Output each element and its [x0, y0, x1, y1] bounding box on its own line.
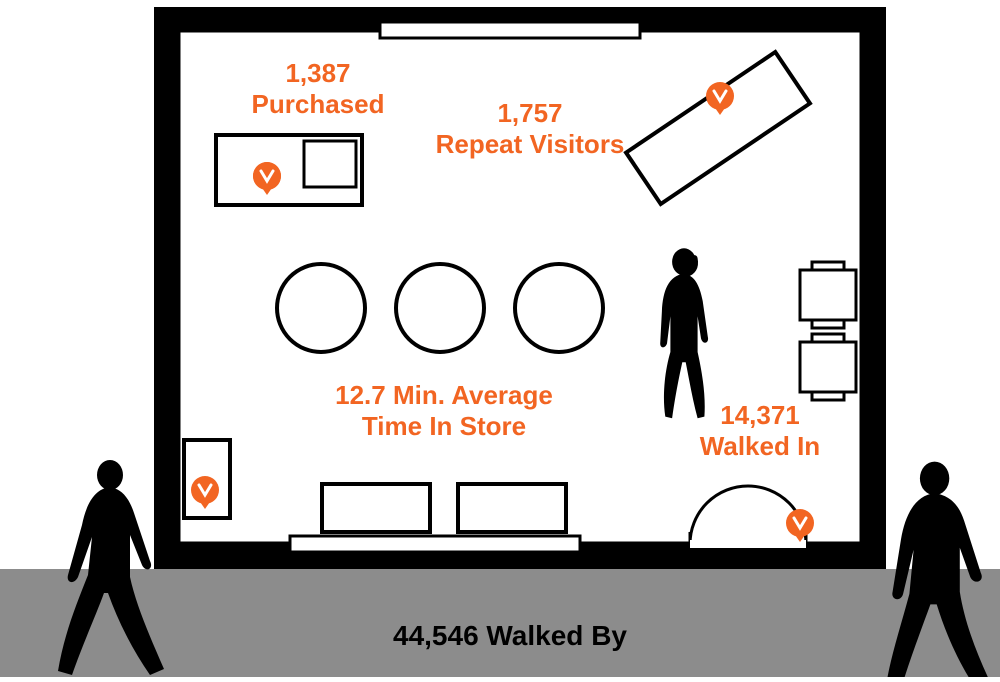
metric-purchased-value: 1,387 — [218, 58, 418, 89]
metric-repeat-value: 1,757 — [410, 98, 650, 129]
metric-dwell-value: 12.7 Min. Average — [284, 380, 604, 411]
metric-walked-by-value: 44,546 — [393, 620, 479, 651]
metric-purchased: 1,387 Purchased — [218, 58, 418, 120]
metric-walked-in-label: Walked In — [660, 431, 860, 462]
metric-walked-by-label: Walked By — [486, 620, 627, 651]
metric-walked-in-value: 14,371 — [660, 400, 860, 431]
metric-repeat-label: Repeat Visitors — [410, 129, 650, 160]
building-notch — [886, 198, 1000, 260]
bottom-window — [290, 536, 580, 552]
metric-repeat: 1,757 Repeat Visitors — [410, 98, 650, 160]
metric-purchased-label: Purchased — [218, 89, 418, 120]
top-window — [380, 22, 640, 38]
door-gap — [690, 540, 806, 548]
metric-walked-in: 14,371 Walked In — [660, 400, 860, 462]
metric-dwell: 12.7 Min. Average Time In Store — [284, 380, 604, 442]
infographic-canvas: 1,387 Purchased 1,757 Repeat Visitors 12… — [0, 0, 1000, 677]
metric-dwell-label: Time In Store — [284, 411, 604, 442]
metric-walked-by: 44,546 Walked By — [330, 620, 690, 652]
